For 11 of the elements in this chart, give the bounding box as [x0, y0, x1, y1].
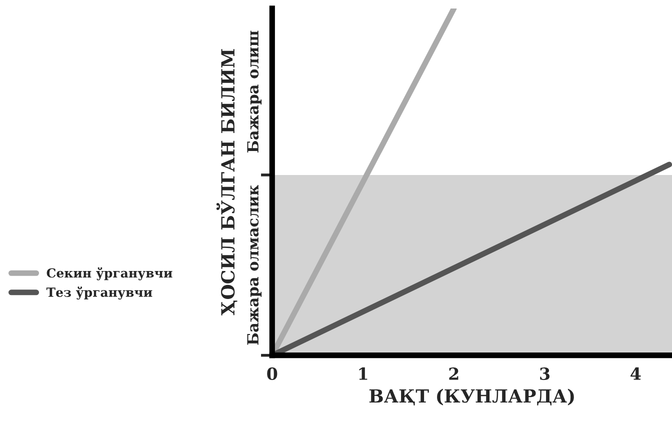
x-axis-title: ВАҚТ (КУНЛАРДА): [369, 388, 574, 406]
x-tick-label: 4: [630, 367, 641, 380]
x-tick-label: 1: [359, 367, 368, 380]
text: Бажара олиш: [247, 30, 262, 152]
legend-label: Тез ўрганувчи: [46, 286, 152, 300]
x-tick-label: 2: [449, 367, 458, 380]
x-tick-label: 0: [267, 367, 278, 380]
legend-label: Секин ўрганувчи: [46, 267, 172, 280]
band-label: Бажара олмаслик: [247, 184, 262, 345]
x-tick-label: 3: [540, 367, 550, 380]
y-axis-title: ҲОСИЛ БЎЛГАН БИЛИМ: [216, 49, 238, 316]
